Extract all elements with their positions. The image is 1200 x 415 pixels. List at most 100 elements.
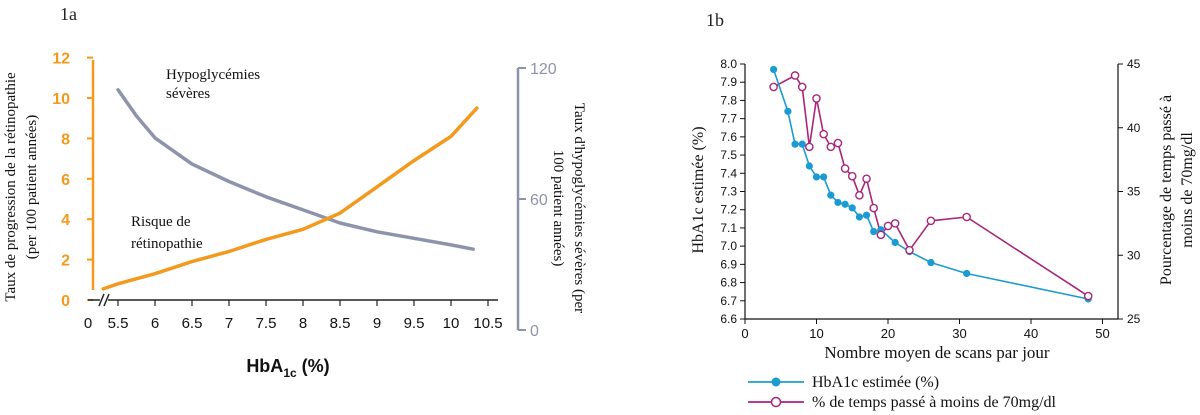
chart-1b-left-tick-label: 7.6 [720,130,737,144]
chart-1b-hypo-time-point [876,230,886,240]
chart-1b-x-tick-label: 20 [881,326,895,341]
chart-1b-hypo-time-point [833,138,843,148]
chart-1b-left-tick-label: 7.8 [720,93,737,107]
chart-1b-hba1c-point [841,200,849,208]
chart-1b-left-tick-label: 7.7 [720,112,737,126]
chart-1a-right-ticks: 0 60 120 [518,61,557,340]
chart-1b-legend: HbA1c estimée (%) % de temps passé à moi… [748,374,1057,411]
chart-1a-right-axis-title-line1: Taux d'hypoglycémies sévères (per [571,103,587,313]
chart-1a-x-tick-label: 10.5 [473,315,502,332]
chart-1a-x-tick-label: 10 [443,315,460,332]
chart-1b-right-axis-title-line2: moins de 70mg/dl [1179,132,1196,248]
chart-1b-x-tick-label: 30 [952,326,966,341]
chart-1b-left-tick-label: 7.3 [720,185,737,199]
chart-1a-x-tick-label: 8 [299,315,307,332]
chart-1a-annotation-hypoglycemia-line2: sévères [166,86,210,102]
chart-1b-hba1c-point [805,162,813,170]
chart-1b-hba1c-point [798,140,806,148]
chart-1b-hypo-time-point [840,164,850,173]
chart-1b-hba1c-point [870,227,878,236]
chart-1a-x-tick-label: 0 [84,315,92,332]
chart-1a-left-tick-label: 0 [61,293,70,310]
chart-1b-hypo-time-point [805,142,814,152]
chart-1b-right-tick-label: 30 [1127,248,1141,262]
chart-1a-annotation-retinopathy-line2: rétinopathie [131,236,203,252]
chart-1a-x-axis-title-unit: (%) [297,356,330,376]
chart-1b-left-ticks: 6.6 6.7 6.8 6.9 7.0 7.1 7.2 7.3 7.4 7.5 7.6 7.7 7.8 7… [720,57,745,326]
chart-1a-x-tick-label: 6 [151,315,159,332]
legend-hypo-time-swatch-marker [770,396,782,408]
panel-1b: 1b HbA1c estimée (%) Pourcentage de temp… [690,10,1196,411]
chart-1b-left-tick-label: 6.8 [720,276,737,290]
chart-1a-x-axis-title: HbA1c (%) [246,356,329,380]
chart-1b-right-tick-label: 45 [1127,57,1141,71]
chart-1b-hypo-time-point [1083,291,1093,301]
chart-1b-left-tick-label: 8.0 [720,57,737,71]
chart-1b-right-ticks: 25 30 35 40 45 [1118,57,1141,326]
chart-1a-x-tick-label: 6.5 [182,315,203,332]
legend-hba1c-label: HbA1c estimée (%) [812,374,939,391]
panel-1a: 1a Taux de progression de la rétinopathi… [3,4,587,380]
chart-1b-left-tick-label: 7.2 [720,203,737,217]
legend-hypo-time-label: % de temps passé à moins de 70mg/dl [812,394,1057,411]
chart-1b-x-axis-title: Nombre moyen de scans par jour [824,343,1050,362]
chart-1b-left-tick-label: 7.0 [720,239,737,253]
chart-1a-annotation-retinopathy-line1: Risque de [131,214,191,230]
chart-1a-right-tick-label: 60 [530,192,548,209]
chart-1b-left-tick-label: 7.9 [720,75,737,89]
chart-1a-left-ticks: 0 2 4 6 8 10 12 [52,51,93,310]
chart-1b-right-tick-label: 35 [1127,185,1141,199]
chart-1b-hypo-time-point [819,129,828,139]
chart-1a-x-axis-break-1 [98,293,105,307]
chart-1a-x-tick-label: 7 [225,315,233,332]
panel-1b-label: 1b [706,10,724,30]
chart-1a-x-tick-label: 9 [373,315,381,332]
chart-1a-x-ticks: 0 5.5 6 6.5 7 7.5 8 8.5 9 9.5 10 10.5 [84,300,503,332]
chart-1b-x-tick-label: 0 [741,326,748,341]
chart-1b-hypo-time-point [769,82,778,92]
chart-1a-right-tick-label: 120 [530,61,557,78]
chart-1b-left-tick-label: 7.5 [720,148,737,162]
chart-1b-hypo-time-point [890,219,900,228]
chart-1b-left-tick-label: 6.7 [720,294,737,308]
chart-1a-left-tick-label: 2 [61,253,70,270]
chart-1b-hypo-time-point [869,203,879,213]
chart-1b-x-tick-label: 10 [809,326,823,341]
chart-1b-hypo-time-point [790,71,800,80]
chart-1a-right-axis-title-line2: 100 patient années) [550,150,566,267]
chart-1a-x-tick-label: 5.5 [108,315,129,332]
chart-1b-x-tick-label: 50 [1095,326,1109,341]
chart-1b-x-ticks: 0 10 20 30 40 50 [741,319,1110,341]
chart-1b-left-tick-label: 7.1 [720,221,737,235]
chart-1b-hypo-time-point [855,191,864,200]
chart-1a-x-tick-label: 8.5 [330,315,351,332]
chart-1b-x-tick-label: 40 [1024,326,1038,341]
chart-1b-left-tick-label: 6.6 [720,312,737,326]
chart-1a-right-tick-label: 0 [530,323,539,340]
chart-1b-hba1c-point [820,173,828,181]
chart-1b-hypo-time-point [797,82,807,92]
chart-1a-left-tick-label: 12 [52,51,70,68]
chart-1b-hba1c-point [827,191,835,199]
chart-1b-hypo-time-point [883,221,893,231]
chart-1b-left-tick-label: 6.9 [720,257,737,271]
chart-1b-right-axis-title-line1: Pourcentage de temps passé à [1158,95,1175,285]
chart-1b-hba1c-point [812,173,821,181]
chart-1b-hba1c-point [784,107,792,115]
chart-1b-hypo-time-point [962,212,971,222]
chart-1b-hypo-time-point [862,174,871,184]
chart-1b-hypo-time-point [826,142,836,152]
chart-1b-hba1c-point [770,65,778,74]
chart-1a-x-tick-label: 7.5 [256,315,277,332]
chart-1a-left-tick-label: 6 [61,172,70,189]
chart-1b-hba1c-point [791,140,799,148]
chart-1b-hypo-time-point [847,171,857,181]
chart-1a-x-axis-title-sub: 1c [283,366,297,380]
chart-1b-hba1c-point [855,213,864,221]
chart-1a-x-axis-title-main: HbA [246,356,283,376]
chart-1b-hypo-time-point [812,94,821,103]
panel-1a-label: 1a [60,4,77,24]
chart-1b-hypo-time-point [905,245,914,255]
chart-1a-left-axis-title-line1: Taux de progression de la rétinopathie [3,72,19,302]
